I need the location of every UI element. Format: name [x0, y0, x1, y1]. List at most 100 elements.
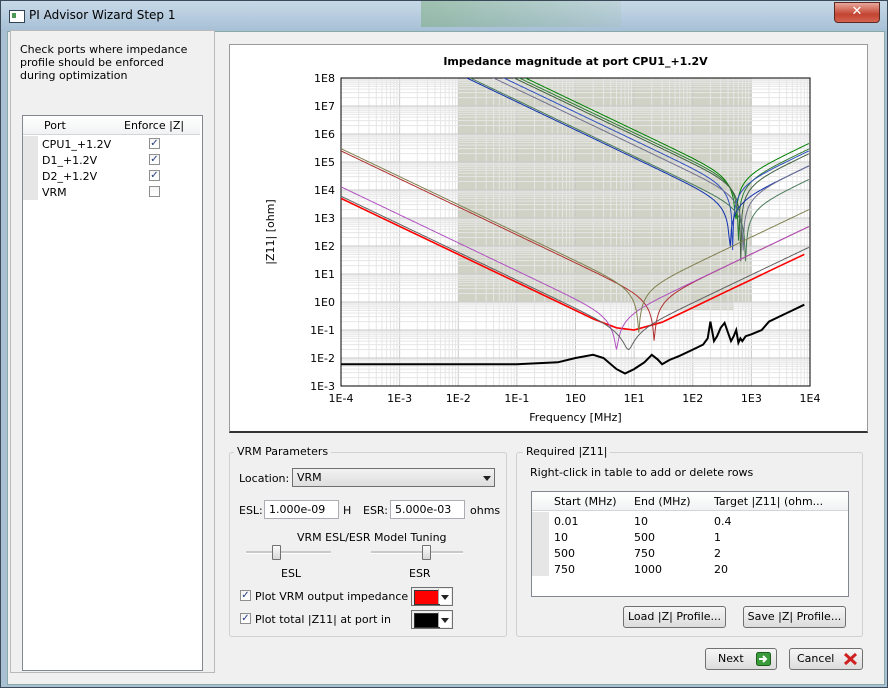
row-header[interactable]: [532, 544, 549, 560]
required-cell[interactable]: 10: [634, 515, 648, 528]
background-window-glimpse: [421, 1, 621, 27]
impedance-chart-svg: 1E-4 1E-3 1E-2 1E-1 1E0 1E1 1E2 1E3 1E41E-31E-21…: [264, 55, 821, 424]
y-tick-label: 1E1: [314, 268, 335, 281]
vrm-parameters-group: [229, 452, 507, 637]
ports-table-header: Port Enforce |Z|: [23, 116, 200, 135]
impedance-curve: [341, 197, 805, 331]
load-profile-button[interactable]: Load |Z| Profile...: [623, 606, 726, 628]
esr-label: ESR:: [363, 504, 388, 517]
esr-slider-thumb[interactable]: [422, 545, 432, 560]
port-row[interactable]: D2_+1.2V ✓: [23, 168, 200, 184]
app-icon: [9, 10, 25, 23]
next-label: Next: [718, 652, 744, 665]
y-tick-label: 1E-1: [310, 324, 335, 337]
y-axis-label: |Z11| [ohm]: [264, 199, 277, 264]
red-x-icon: [843, 652, 858, 666]
required-cell[interactable]: 20: [714, 563, 728, 576]
total-color-picker[interactable]: [411, 610, 453, 629]
chart-title: Impedance magnitude at port CPU1_+1.2V: [443, 55, 708, 68]
vrm-color-picker[interactable]: [411, 587, 453, 606]
required-z-table[interactable]: Start (MHz) End (MHz) Target |Z11| (ohm.…: [531, 491, 849, 597]
col-header-end[interactable]: End (MHz): [634, 495, 691, 508]
required-cell[interactable]: 1000: [634, 563, 662, 576]
plot-vrm-checkbox[interactable]: ✓: [240, 590, 251, 601]
next-button[interactable]: Next: [705, 648, 777, 670]
required-cell[interactable]: 2: [714, 547, 721, 560]
esl-input[interactable]: 1.000e-09: [264, 500, 339, 519]
row-header[interactable]: [532, 512, 549, 528]
required-table-header: Start (MHz) End (MHz) Target |Z11| (ohm.…: [532, 492, 848, 511]
y-tick-label: 1E5: [314, 156, 335, 169]
esr-slider-track[interactable]: [371, 551, 463, 554]
required-cell[interactable]: 10: [554, 531, 568, 544]
location-value: VRM: [297, 471, 322, 484]
required-cell[interactable]: 750: [554, 563, 575, 576]
row-header[interactable]: [23, 136, 38, 152]
x-tick-label: 1E3: [741, 392, 762, 405]
title-bar[interactable]: PI Advisor Wizard Step 1 ✕: [1, 1, 887, 31]
required-hint: Right-click in table to add or delete ro…: [530, 466, 754, 479]
required-cell[interactable]: 750: [634, 547, 655, 560]
x-tick-label: 1E-2: [446, 392, 471, 405]
required-group-title: Required |Z11|: [523, 445, 611, 458]
port-name: D1_+1.2V: [42, 154, 98, 167]
save-profile-button[interactable]: Save |Z| Profile...: [743, 606, 846, 628]
row-header[interactable]: [23, 152, 38, 168]
y-tick-label: 1E-3: [310, 380, 335, 393]
impedance-curve: [465, 78, 810, 247]
enforce-checkbox[interactable]: [149, 186, 160, 197]
y-tick-label: 1E-2: [310, 352, 335, 365]
close-window-button[interactable]: ✕: [834, 2, 880, 23]
impedance-curve: [341, 186, 810, 350]
required-z-group: [516, 452, 863, 637]
esl-unit: H: [343, 504, 352, 517]
col-header-port[interactable]: Port: [44, 119, 66, 132]
enforce-checkbox[interactable]: ✓: [149, 170, 160, 181]
ports-help-text: Check ports where impedance profile shou…: [20, 43, 188, 82]
impedance-curve: [492, 78, 810, 251]
y-tick-label: 1E2: [314, 240, 335, 253]
y-tick-label: 1E8: [314, 72, 335, 85]
plot-total-checkbox[interactable]: ✓: [240, 613, 251, 624]
required-cell[interactable]: 500: [634, 531, 655, 544]
required-cell[interactable]: 0.4: [714, 515, 732, 528]
y-tick-label: 1E3: [314, 212, 335, 225]
port-row[interactable]: D1_+1.2V ✓: [23, 152, 200, 168]
x-axis-label: Frequency [MHz]: [529, 411, 621, 424]
required-cell[interactable]: 1: [714, 531, 721, 544]
port-row[interactable]: CPU1_+1.2V ✓: [23, 136, 200, 152]
ports-table[interactable]: Port Enforce |Z| CPU1_+1.2V ✓ D1_+1.2V ✓ D2_…: [22, 115, 203, 671]
row-header[interactable]: [532, 560, 549, 576]
x-tick-label: 1E-4: [329, 392, 354, 405]
port-row[interactable]: VRM: [23, 184, 200, 200]
enforce-checkbox[interactable]: ✓: [149, 154, 160, 165]
col-header-enforce[interactable]: Enforce |Z|: [124, 119, 185, 132]
impedance-plot: 1E-4 1E-3 1E-2 1E-1 1E0 1E1 1E2 1E3 1E4 1E-3 1E-2 1…: [229, 44, 868, 433]
row-header[interactable]: [23, 168, 38, 184]
x-tick-label: 1E2: [682, 392, 703, 405]
x-tick-label: 1E-1: [504, 392, 529, 405]
enforce-checkbox[interactable]: ✓: [149, 138, 160, 149]
chevron-down-icon: [438, 612, 451, 627]
window-title: PI Advisor Wizard Step 1: [29, 8, 176, 22]
row-header[interactable]: [23, 184, 38, 200]
cancel-button[interactable]: Cancel: [789, 648, 863, 670]
required-row[interactable]: 750 1000 20: [532, 560, 848, 576]
cancel-label: Cancel: [797, 652, 835, 665]
col-header-start[interactable]: Start (MHz): [554, 495, 617, 508]
esl-slider-track[interactable]: [246, 551, 331, 554]
esl-slider-label: ESL: [281, 567, 302, 580]
required-row[interactable]: 10 500 1: [532, 528, 848, 544]
x-tick-label: 1E1: [624, 392, 645, 405]
x-tick-label: 1E4: [800, 392, 821, 405]
required-row[interactable]: 0.01 10 0.4: [532, 512, 848, 528]
esr-input[interactable]: 5.000e-03: [390, 500, 465, 519]
required-cell[interactable]: 0.01: [554, 515, 579, 528]
col-header-target[interactable]: Target |Z11| (ohm...: [714, 495, 824, 508]
required-row[interactable]: 500 750 2: [532, 544, 848, 560]
required-cell[interactable]: 500: [554, 547, 575, 560]
esl-slider-thumb[interactable]: [271, 545, 281, 560]
row-header[interactable]: [532, 528, 549, 544]
location-select[interactable]: VRM: [292, 468, 495, 487]
